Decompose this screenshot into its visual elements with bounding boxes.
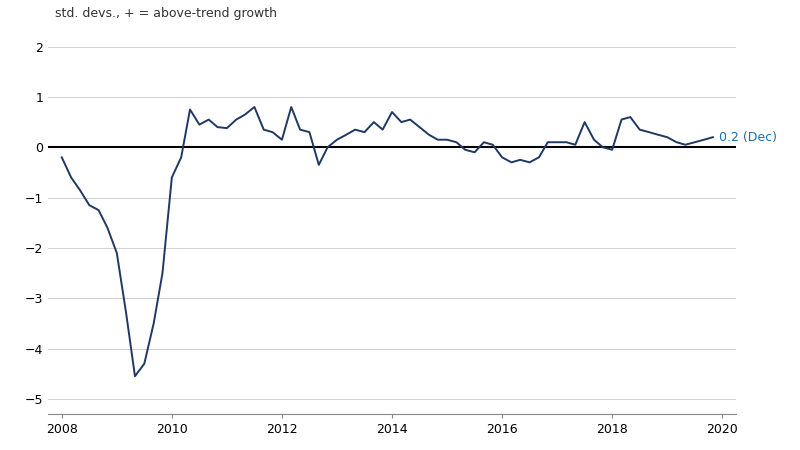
Text: 0.2 (Dec): 0.2 (Dec) [719,130,778,144]
Text: std. devs., + = above-trend growth: std. devs., + = above-trend growth [55,7,277,20]
